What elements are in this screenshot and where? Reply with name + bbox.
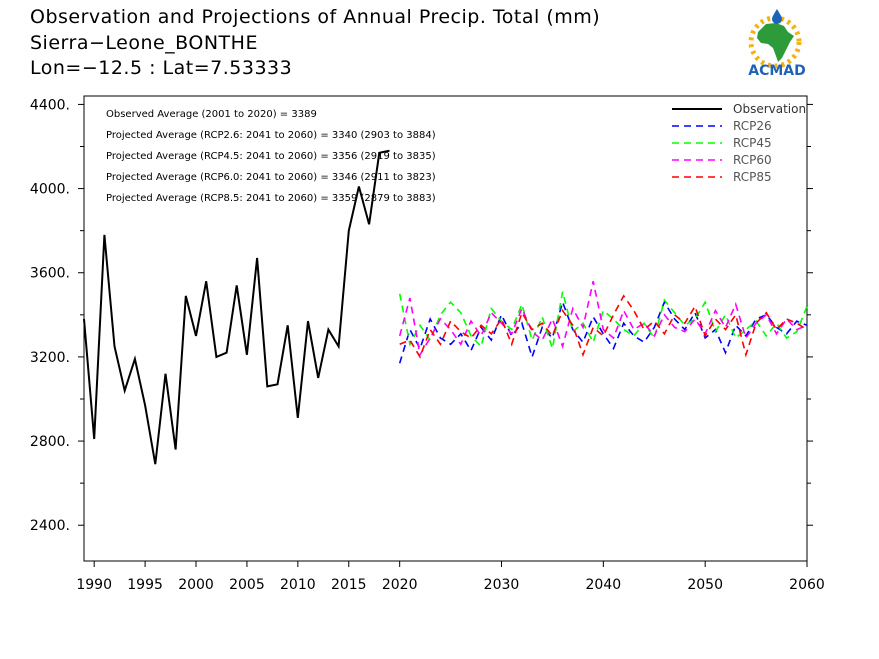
y-tick-label: 4000. [30,182,70,198]
annotation-observed-average: Observed Average (2001 to 2020) = 3389 [106,109,317,120]
chart-subtitle-station: Sierra−Leone_BONTHE [30,32,258,54]
x-tick-label: 1995 [127,577,163,593]
x-tick-label: 1990 [76,577,112,593]
x-tick-label: 2010 [280,577,316,593]
x-tick-label: 2050 [687,577,723,593]
annotation-rcp26-average: Projected Average (RCP2.6: 2041 to 2060)… [106,130,436,141]
legend: Observation RCP26 RCP45 RCP60 RCP85 [672,102,806,184]
series-line-rcp60 [398,281,808,358]
y-tick-label: 2400. [30,518,70,534]
series-line-rcp45 [398,291,808,349]
legend-label-rcp26: RCP26 [733,119,772,133]
annotation-rcp85-average: Projected Average (RCP8.5: 2041 to 2060)… [106,193,436,204]
plot-border [83,95,808,562]
y-axis: 2400. 2800. 3200. 3600. 4000. 4400. [30,97,813,534]
y-tick-label: 4400. [30,97,70,113]
water-drop-icon [772,9,782,24]
series-line-rcp85 [399,294,808,359]
legend-label-rcp60: RCP60 [733,153,772,167]
x-tick-label: 2015 [331,577,367,593]
annotation-rcp60-average: Projected Average (RCP6.0: 2041 to 2060)… [106,172,436,183]
y-tick-label: 3200. [30,350,70,366]
y-tick-label: 2800. [30,434,70,450]
x-tick-label: 2030 [484,577,520,593]
y-tick-label: 3600. [30,266,70,282]
x-tick-label: 2060 [789,577,825,593]
series-group [83,149,808,465]
chart-title: Observation and Projections of Annual Pr… [30,6,601,28]
annotation-rcp45-average: Projected Average (RCP4.5: 2041 to 2060)… [106,151,436,162]
legend-label-rcp45: RCP45 [733,136,772,150]
legend-label-rcp85: RCP85 [733,170,772,184]
series-line-observation [83,149,390,465]
africa-map-icon [757,23,794,62]
x-tick-label: 2005 [229,577,265,593]
x-axis: 1990 1995 2000 2005 2010 2015 2020 2030 2040 2050… [76,561,825,593]
annotation-block: Observed Average (2001 to 2020) = 3389 P… [106,109,436,204]
x-tick-label: 2040 [586,577,622,593]
series-line-rcp26 [398,299,808,364]
acmad-logo-text: ACMAD [748,63,806,79]
x-tick-label: 2020 [382,577,418,593]
legend-label-observation: Observation [733,102,806,116]
plot-frame [83,95,808,562]
x-tick-label: 2000 [178,577,214,593]
chart-subtitle-coordinates: Lon=−12.5 : Lat=7.53333 [30,57,293,79]
acmad-logo [748,9,802,69]
